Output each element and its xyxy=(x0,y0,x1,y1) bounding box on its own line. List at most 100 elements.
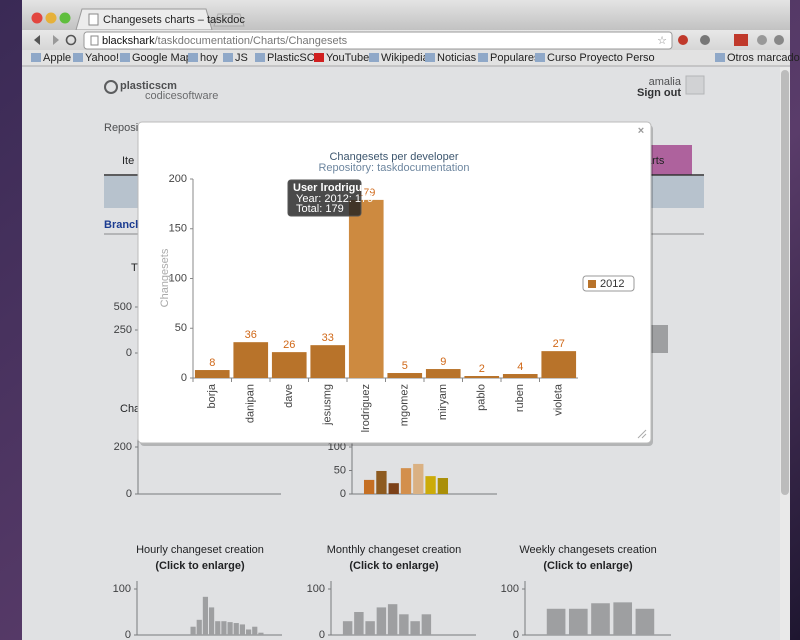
section-title: Cha xyxy=(120,403,141,415)
bookmark-icon xyxy=(478,53,488,62)
extension-icon[interactable] xyxy=(734,34,748,46)
mini-tick-label: 200 xyxy=(114,441,132,453)
bar[interactable] xyxy=(271,352,307,378)
legend-swatch xyxy=(588,280,596,288)
mini-bar xyxy=(354,612,364,635)
bookmark-icon xyxy=(425,53,435,62)
scroll-thumb[interactable] xyxy=(781,70,789,495)
mini-tick-label: 50 xyxy=(334,464,346,476)
mini-chart-subtitle[interactable]: (Click to enlarge) xyxy=(543,560,633,572)
x-tick-label: dave xyxy=(283,384,295,408)
bookmark[interactable]: Wikipedia xyxy=(381,52,430,64)
mini-bar xyxy=(399,614,409,635)
minimize-button[interactable] xyxy=(45,12,57,24)
url-box[interactable] xyxy=(83,31,673,50)
reload-button[interactable] xyxy=(65,34,77,46)
bookmarks: Apple Yahoo! Google Maps hoy JS PlasticSCM You… xyxy=(31,52,800,64)
mini-bar xyxy=(202,596,209,635)
logo-icon xyxy=(104,80,118,94)
mini-chart-title: Monthly changeset creation xyxy=(327,544,462,556)
bar[interactable] xyxy=(348,199,384,378)
bookmark-star[interactable]: ☆ xyxy=(657,35,667,47)
tab-label[interactable]: Ite xyxy=(122,155,134,167)
close-button[interactable] xyxy=(31,12,43,24)
y-tick-label: 150 xyxy=(169,223,187,235)
logo[interactable]: plasticscm xyxy=(120,80,177,92)
bar[interactable] xyxy=(387,373,423,378)
bookmark[interactable]: Apple xyxy=(43,52,71,64)
bookmark[interactable]: Noticias xyxy=(437,52,477,64)
bookmark[interactable]: hoy xyxy=(200,52,218,64)
bookmark-icon xyxy=(31,53,41,62)
avatar xyxy=(685,75,705,95)
resize-grip[interactable] xyxy=(637,429,647,439)
mini-bar xyxy=(376,470,387,494)
x-tick-label: jesusmg xyxy=(322,384,334,426)
new-tab[interactable] xyxy=(213,13,245,27)
y-tick-label: 100 xyxy=(169,272,187,284)
mini-bar xyxy=(363,479,375,494)
mini-bar xyxy=(410,621,420,635)
mini-chart-subtitle[interactable]: (Click to enlarge) xyxy=(349,560,439,572)
mini-chart-subtitle[interactable]: (Click to enlarge) xyxy=(155,560,245,572)
x-tick-label: mgomez xyxy=(399,384,411,426)
bar[interactable] xyxy=(464,376,500,378)
bookmark[interactable]: YouTube xyxy=(326,52,369,64)
mini-bar xyxy=(400,468,412,494)
mini-bar xyxy=(190,626,196,635)
value-label: 36 xyxy=(245,329,257,341)
bar[interactable] xyxy=(425,369,461,378)
bookmark[interactable]: Populares xyxy=(490,52,540,64)
forward-button[interactable] xyxy=(53,35,59,45)
mini-tick-label: 0 xyxy=(126,347,132,359)
bar[interactable] xyxy=(233,342,269,378)
bar[interactable] xyxy=(310,345,346,378)
bookmark[interactable]: Google Maps xyxy=(132,52,198,64)
tab-icon xyxy=(88,13,99,26)
url-host: blackshark xyxy=(102,35,155,47)
partial-bar xyxy=(650,325,668,353)
value-label: 8 xyxy=(209,357,215,369)
bar[interactable] xyxy=(541,351,577,378)
bookmark-icon xyxy=(314,53,324,62)
legend-label[interactable]: 2012 xyxy=(600,278,624,290)
extension-icon[interactable] xyxy=(757,35,767,45)
value-label: 5 xyxy=(402,360,408,372)
value-label: 9 xyxy=(440,356,446,368)
extension-icon[interactable] xyxy=(678,35,688,45)
tab-title: Changesets charts – taskdoc xyxy=(103,14,245,26)
bookmark[interactable]: JS xyxy=(235,52,248,64)
url-path: /taskdocumentation/Charts/Changesets xyxy=(155,35,348,47)
mini-bar xyxy=(591,603,610,635)
x-tick-label: ruben xyxy=(514,384,526,412)
mini-bar xyxy=(221,621,227,635)
bookmark[interactable]: Yahoo! xyxy=(85,52,119,64)
mini-bar xyxy=(196,619,202,635)
back-button[interactable] xyxy=(34,35,40,45)
y-tick-label: 50 xyxy=(175,322,187,334)
mini-bar xyxy=(613,602,633,635)
bookmark[interactable]: PlasticSCM xyxy=(267,52,324,64)
x-tick-label: miryam xyxy=(437,384,449,420)
extension-icon[interactable] xyxy=(700,35,710,45)
x-tick-label: danipan xyxy=(245,384,257,423)
wrench-menu[interactable] xyxy=(774,35,784,45)
value-label: 2 xyxy=(479,363,485,375)
mini-bar xyxy=(227,622,233,635)
sign-out[interactable]: Sign out xyxy=(637,87,681,99)
bar[interactable] xyxy=(502,374,538,378)
bookmark[interactable]: Otros marcadores xyxy=(727,52,800,64)
mini-bar xyxy=(568,608,588,635)
bookmark[interactable]: Curso Proyecto Perso xyxy=(547,52,655,64)
mini-bar xyxy=(546,608,566,635)
modal-close[interactable]: × xyxy=(638,125,644,137)
zoom-button[interactable] xyxy=(59,12,71,24)
mini-bar xyxy=(413,463,424,494)
chart-title: Changesets per developer xyxy=(329,151,458,163)
mini-bar xyxy=(365,621,375,635)
mini-bar xyxy=(387,604,398,635)
bookmarks-bar xyxy=(22,50,790,66)
bar[interactable] xyxy=(194,370,230,378)
mini-chart-title: Weekly changesets creation xyxy=(519,544,656,556)
